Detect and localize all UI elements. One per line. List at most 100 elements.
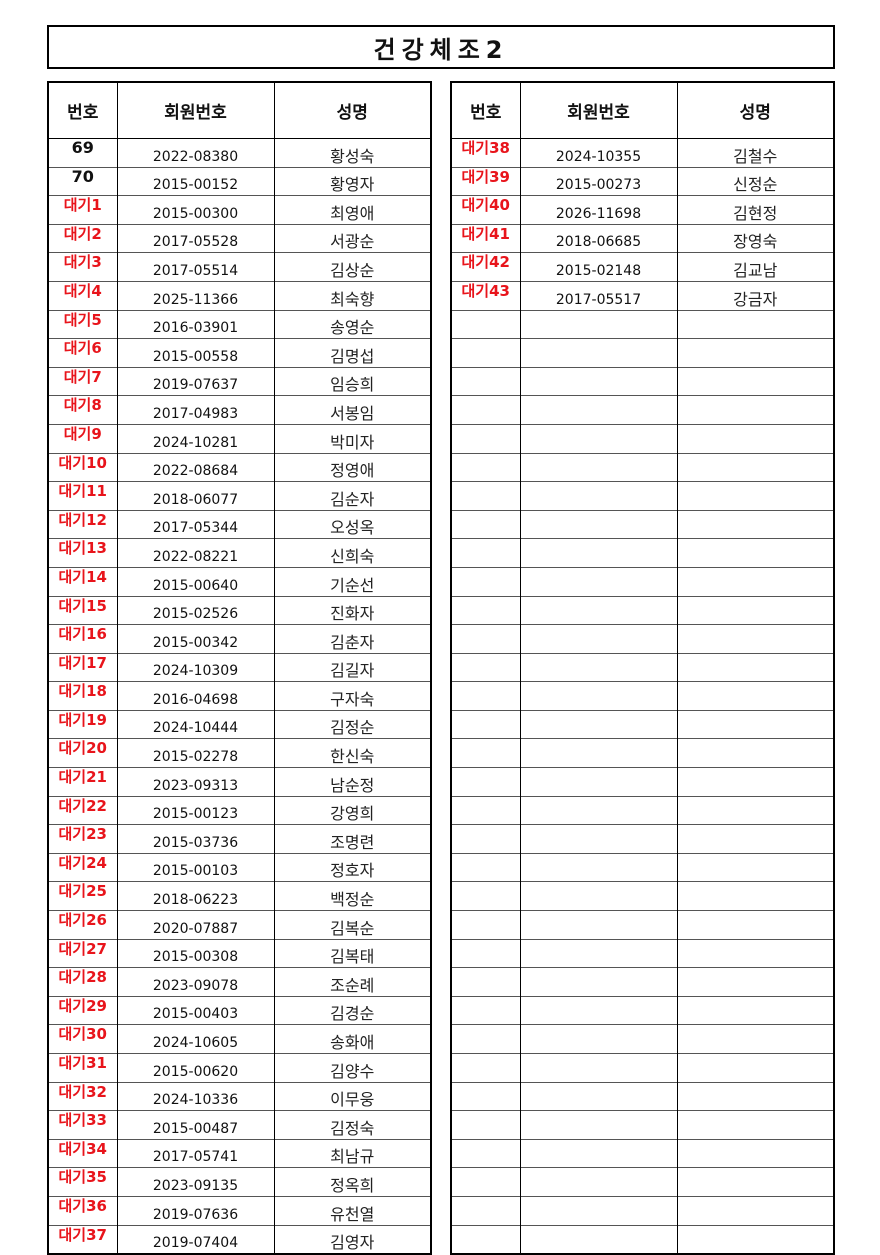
member-id-cell xyxy=(519,995,677,1025)
member-id-cell xyxy=(519,738,677,768)
header-name: 성명 xyxy=(676,82,834,139)
member-id-cell xyxy=(519,1024,677,1054)
empty-table-row xyxy=(450,1053,834,1083)
row-number: 대기7 xyxy=(47,366,117,396)
row-number xyxy=(450,1138,520,1168)
header-member-id: 회원번호 xyxy=(519,82,677,139)
member-name-cell: 김영자 xyxy=(273,1224,431,1255)
empty-table-row xyxy=(450,481,834,511)
row-number: 대기10 xyxy=(47,452,117,482)
row-number xyxy=(450,1081,520,1111)
table-row: 대기17 2024-10309 김길자 xyxy=(47,652,431,682)
row-number xyxy=(450,366,520,396)
member-id-cell xyxy=(519,709,677,739)
member-name-cell xyxy=(676,795,834,825)
member-name-cell xyxy=(676,681,834,711)
member-id-cell: 2017-05528 xyxy=(116,223,274,253)
member-name-cell: 황영자 xyxy=(273,166,431,196)
member-name-cell: 김복순 xyxy=(273,910,431,940)
row-number xyxy=(450,566,520,596)
empty-table-row xyxy=(450,910,834,940)
row-number: 대기26 xyxy=(47,910,117,940)
table-row: 대기5 2016-03901 송영순 xyxy=(47,309,431,339)
empty-table-row xyxy=(450,309,834,339)
row-number xyxy=(450,423,520,454)
table-row: 대기30 2024-10605 송화애 xyxy=(47,1024,431,1054)
row-number: 대기42 xyxy=(450,252,520,282)
member-id-cell xyxy=(519,1053,677,1083)
member-id-cell: 2015-00273 xyxy=(519,166,677,196)
row-number: 대기19 xyxy=(47,709,117,739)
row-number: 대기40 xyxy=(450,195,520,225)
member-id-cell xyxy=(519,538,677,568)
table-row: 대기1 2015-00300 최영애 xyxy=(47,195,431,225)
member-name-cell xyxy=(676,395,834,425)
row-number xyxy=(450,709,520,739)
row-number xyxy=(450,309,520,339)
member-name-cell: 김명섭 xyxy=(273,338,431,368)
member-id-cell: 2015-00123 xyxy=(116,795,274,825)
member-id-cell: 2024-10336 xyxy=(116,1081,274,1111)
table-header-row: 번호 회원번호 성명 xyxy=(47,82,431,139)
table-row: 대기12 2017-05344 오성옥 xyxy=(47,509,431,539)
row-number xyxy=(450,1167,520,1197)
row-number: 대기41 xyxy=(450,223,520,253)
row-number: 대기29 xyxy=(47,995,117,1025)
member-id-cell xyxy=(519,452,677,482)
row-number: 대기15 xyxy=(47,595,117,625)
member-name-cell xyxy=(676,852,834,882)
row-number xyxy=(450,938,520,968)
member-id-cell xyxy=(519,652,677,682)
member-id-cell xyxy=(519,795,677,825)
member-name-cell: 김춘자 xyxy=(273,624,431,654)
member-name-cell: 정옥희 xyxy=(273,1167,431,1197)
table-row: 대기8 2017-04983 서봉임 xyxy=(47,395,431,425)
header-member-id: 회원번호 xyxy=(116,82,274,139)
table-row: 대기22 2015-00123 강영희 xyxy=(47,795,431,825)
empty-table-row xyxy=(450,624,834,654)
row-number xyxy=(450,652,520,682)
member-name-cell: 김복태 xyxy=(273,938,431,968)
row-number xyxy=(450,1224,520,1255)
member-id-cell: 2015-02278 xyxy=(116,738,274,768)
member-id-cell: 2015-02526 xyxy=(116,595,274,625)
member-name-cell xyxy=(676,1110,834,1140)
row-number xyxy=(450,1024,520,1054)
table-row: 대기34 2017-05741 최남규 xyxy=(47,1138,431,1168)
member-name-cell xyxy=(676,509,834,539)
member-name-cell xyxy=(676,824,834,854)
member-name-cell xyxy=(676,1138,834,1168)
member-name-cell xyxy=(676,652,834,682)
member-id-cell: 2022-08380 xyxy=(116,138,274,168)
empty-table-row xyxy=(450,1081,834,1111)
member-name-cell: 정영애 xyxy=(273,452,431,482)
row-number xyxy=(450,595,520,625)
table-row: 대기9 2024-10281 박미자 xyxy=(47,423,431,454)
row-number xyxy=(450,767,520,797)
member-id-cell: 2024-10309 xyxy=(116,652,274,682)
row-number: 대기22 xyxy=(47,795,117,825)
empty-table-row xyxy=(450,681,834,711)
member-name-cell: 신정순 xyxy=(676,166,834,196)
row-number: 대기1 xyxy=(47,195,117,225)
member-name-cell: 최숙향 xyxy=(273,280,431,311)
row-number: 대기13 xyxy=(47,538,117,568)
member-name-cell xyxy=(676,709,834,739)
member-name-cell xyxy=(676,366,834,396)
member-id-cell: 2024-10444 xyxy=(116,709,274,739)
table-row: 대기25 2018-06223 백정순 xyxy=(47,881,431,911)
row-number: 대기36 xyxy=(47,1195,117,1226)
member-name-cell: 오성옥 xyxy=(273,509,431,539)
member-id-cell: 2017-05344 xyxy=(116,509,274,539)
empty-table-row xyxy=(450,967,834,997)
member-id-cell: 2017-05514 xyxy=(116,252,274,282)
row-number: 대기33 xyxy=(47,1110,117,1140)
member-id-cell xyxy=(519,881,677,911)
member-id-cell xyxy=(519,1195,677,1226)
member-name-cell: 황성숙 xyxy=(273,138,431,168)
row-number xyxy=(450,1195,520,1226)
member-name-cell xyxy=(676,595,834,625)
table-row: 대기33 2015-00487 김정숙 xyxy=(47,1110,431,1140)
table-row: 대기14 2015-00640 기순선 xyxy=(47,566,431,596)
member-id-cell: 2023-09078 xyxy=(116,967,274,997)
